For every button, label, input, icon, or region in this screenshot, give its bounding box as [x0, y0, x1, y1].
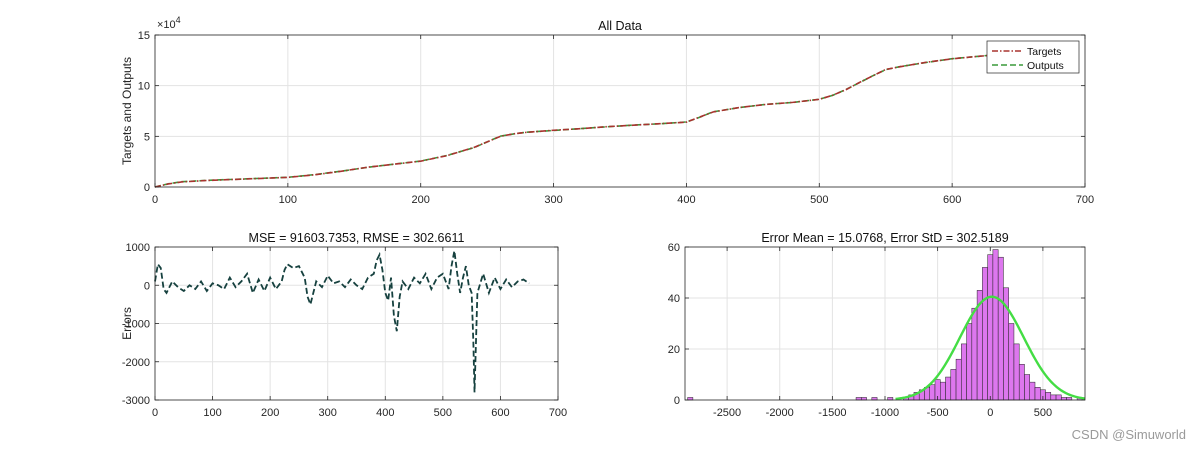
errors-title: MSE = 91603.7353, RMSE = 302.6611 [249, 231, 465, 245]
all-data-xtick-label: 500 [810, 194, 828, 206]
hist-xtick-label: -1500 [818, 407, 846, 419]
histogram-bar [1050, 394, 1057, 401]
all-data-box [154, 34, 1086, 188]
all-data-xtick-label: 600 [943, 194, 961, 206]
histogram-bar [992, 249, 999, 401]
hist-xtick-label: 0 [987, 407, 993, 419]
hist-ytick-label: 0 [674, 395, 680, 407]
all-data-plot-area [155, 35, 1085, 187]
all-data-ytick-label: 5 [144, 131, 150, 143]
histogram-bar [1034, 387, 1041, 401]
hist-title: Error Mean = 15.0768, Error StD = 302.51… [761, 231, 1008, 245]
histogram-bar [971, 307, 978, 401]
hist-xtick-label: -2000 [766, 407, 794, 419]
watermark: CSDN @Simuworld [1071, 427, 1186, 442]
all-data-xtick-label: 0 [152, 194, 158, 206]
all-data-xtick-label: 300 [544, 194, 562, 206]
errors-axes [154, 246, 559, 401]
series-targets [154, 54, 993, 188]
histogram-bar [940, 381, 946, 401]
errors-ytick-label: 0 [144, 280, 150, 292]
histogram-bar [982, 267, 988, 401]
all-data-legend: Targets Outputs [986, 40, 1080, 74]
hist-xtick-label: -2500 [713, 407, 741, 419]
all-data-ytick-label: 15 [138, 30, 150, 42]
errors-ytick-label: -2000 [122, 357, 150, 369]
errors-series-group [154, 250, 530, 393]
errors-frame: 0 100 200 300 400 500 600 700 -3000 -2000 -1000 0 10… [120, 231, 567, 419]
errors-xtick-label: 300 [319, 407, 337, 419]
histogram-bar [1045, 392, 1052, 401]
histogram-bar [1013, 343, 1020, 401]
histogram-bar [955, 358, 962, 401]
legend-label-outputs: Outputs [1027, 60, 1064, 72]
histogram-bar [950, 369, 957, 401]
hist-xtick-label: -1000 [871, 407, 899, 419]
errors-xtick-label: 200 [261, 407, 279, 419]
errors-xtick-label: 700 [549, 407, 567, 419]
all-data-axes [154, 34, 1086, 188]
series-errors [154, 250, 530, 393]
all-data-ytick-label: 0 [144, 182, 150, 194]
exponent-power: 4 [176, 15, 181, 25]
all-data-frame: 0 100 200 300 400 500 600 700 0 5 10 15 All Data Targ… [120, 19, 1094, 206]
histogram-bar [1029, 381, 1036, 401]
all-data-ylabel: Targets and Outputs [120, 57, 134, 165]
errors-xtick-label: 600 [491, 407, 509, 419]
all-data-ytick-label: 10 [138, 81, 150, 93]
hist-xtick-label: -500 [927, 407, 949, 419]
all-data-xtick-label: 200 [412, 194, 430, 206]
errors-xtick-label: 0 [152, 407, 158, 419]
errors-ytick-label: -1000 [122, 319, 150, 331]
errors-ytick-label: 1000 [126, 242, 150, 254]
normal-fit-curve [895, 295, 1086, 401]
hist-ytick-label: 40 [668, 293, 680, 305]
errors-xtick-label: 400 [376, 407, 394, 419]
histogram-bar [1008, 323, 1015, 401]
all-data-xtick-label: 700 [1076, 194, 1094, 206]
exponent-base: ×10 [157, 19, 176, 31]
histogram-bar [929, 384, 936, 401]
all-data-xtick-label: 400 [677, 194, 695, 206]
errors-ytick-label: -3000 [122, 395, 150, 407]
errors-xtick-label: 100 [203, 407, 221, 419]
all-data-title: All Data [598, 19, 642, 33]
errors-xtick-label: 500 [434, 407, 452, 419]
histogram-bars [687, 249, 1083, 401]
histogram-bar [945, 376, 952, 401]
histogram-bar [1018, 364, 1025, 401]
histogram-bar [997, 256, 1004, 401]
hist-ytick-label: 60 [668, 242, 680, 254]
histogram-bar [966, 323, 973, 401]
legend-box [986, 40, 1080, 74]
histogram-bar [987, 254, 994, 401]
hist-frame: -2500 -2000 -1500 -1000 -500 0 500 0 20 40 60 Error… [668, 231, 1086, 419]
all-data-xtick-label: 100 [279, 194, 297, 206]
errors-ylabel: Errors [120, 307, 134, 340]
histogram-bar [1055, 394, 1062, 401]
hist-xtick-label: 500 [1034, 407, 1052, 419]
all-data-exponent: ×104 [157, 15, 181, 31]
histogram-bar [961, 343, 967, 401]
legend-label-targets: Targets [1027, 46, 1061, 58]
hist-ytick-label: 20 [668, 344, 680, 356]
histogram-bar [1024, 374, 1030, 401]
all-data-series-group [154, 54, 993, 188]
